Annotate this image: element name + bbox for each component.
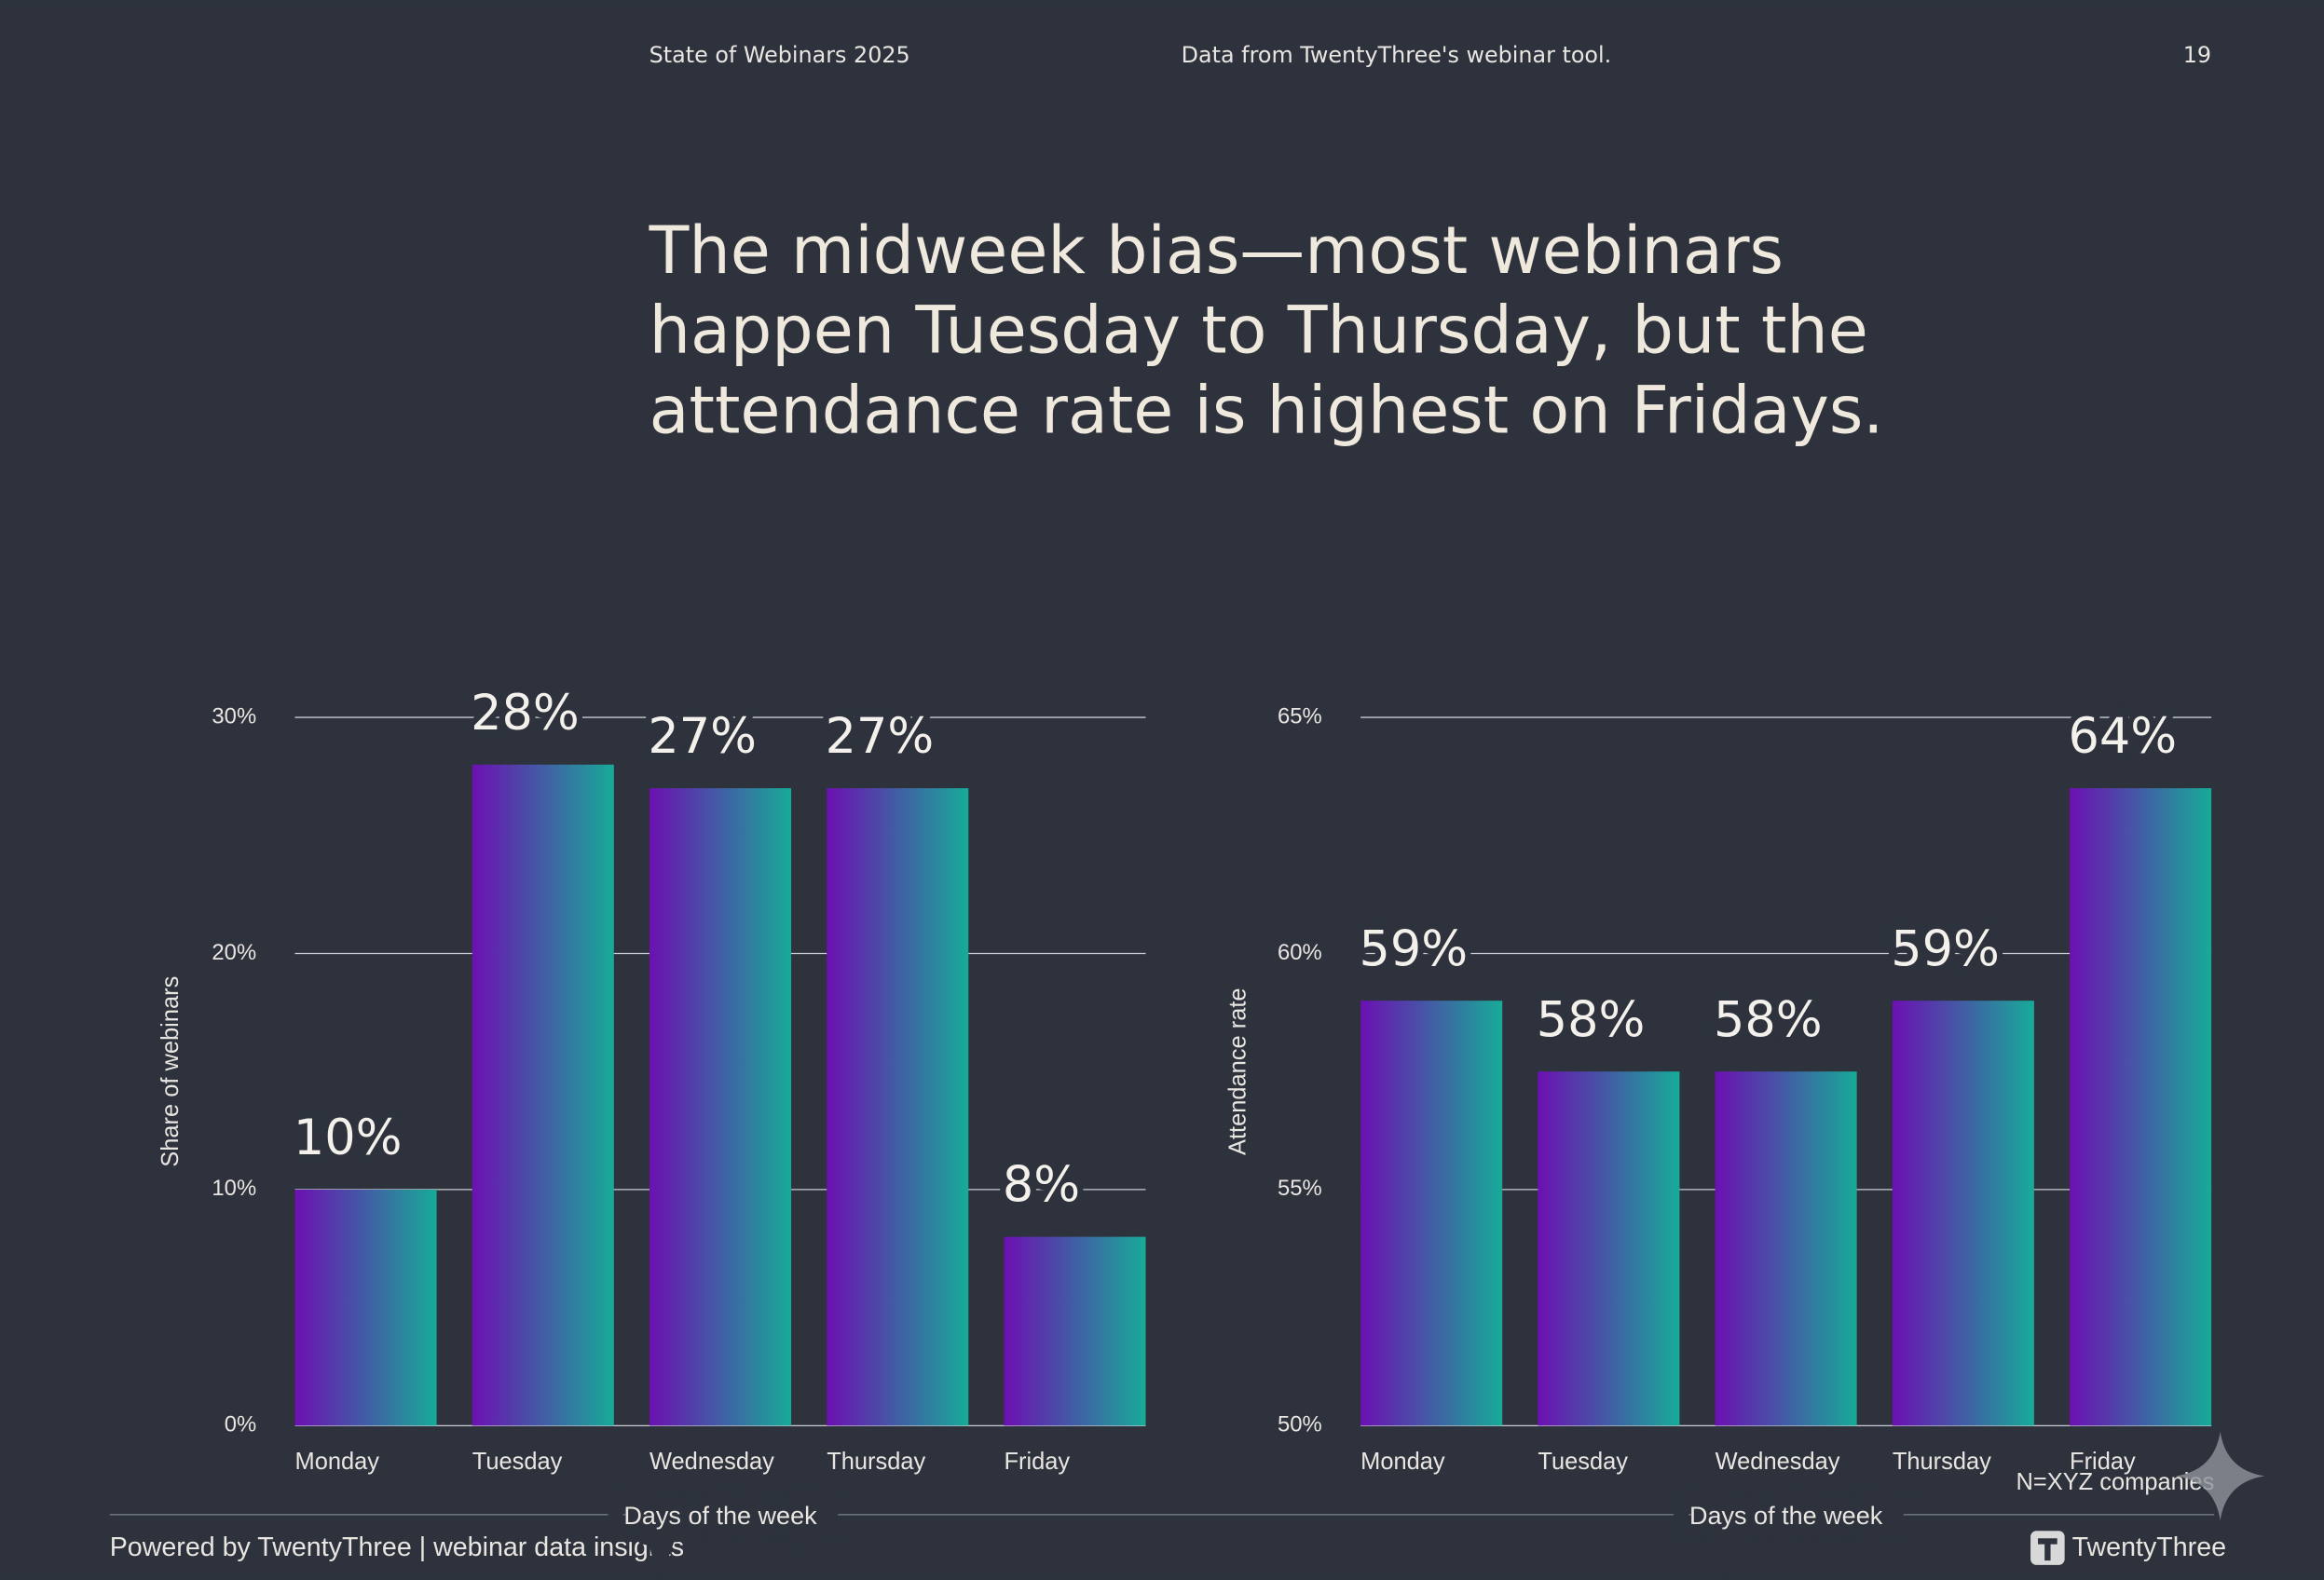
sample-note: N=XYZ companies [2016,1469,2215,1495]
value-label: 10% [294,1110,403,1166]
value-label: 59% [1360,920,1469,977]
x-tick-label: Wednesday [649,1449,774,1475]
x-tick-label: Thursday [827,1449,925,1475]
value-label: 27% [826,708,935,765]
value-label: 58% [1537,991,1646,1048]
value-label: 58% [1714,991,1823,1048]
title-line: happen Tuesday to Thursday, but the [649,293,1868,369]
footer-left: Powered by TwentyThree | webinar data in… [110,1532,684,1562]
value-label: 27% [648,708,757,765]
bar [649,788,792,1426]
y-axis-title: Share of webinars [157,976,184,1167]
title-line: attendance rate is highest on Fridays. [649,373,1884,449]
y-tick-label: 30% [212,703,256,729]
value-label: 8% [1003,1157,1080,1214]
bar [1538,1071,1680,1426]
y-tick-label: 60% [1278,940,1322,965]
x-tick-label: Monday [295,1449,380,1475]
x-tick-label: Monday [1360,1449,1445,1475]
sparkle [2175,1431,2265,1521]
bar [1892,1001,2034,1426]
header-left: State of Webinars 2025 [649,42,910,68]
x-tick-label: Thursday [1893,1449,1991,1475]
bar [294,1189,437,1426]
bar [472,764,614,1426]
bar [1360,1001,1503,1426]
page-number: 19 [2183,42,2211,68]
x-tick-label: Friday [2070,1449,2136,1475]
x-tick-label: Tuesday [472,1449,563,1475]
value-label: 64% [2068,708,2177,765]
bar [827,788,969,1426]
x-axis-title: Days of the week [1689,1502,1883,1530]
y-tick-label: 55% [1278,1176,1322,1201]
brand-icon-letter [2038,1538,2057,1561]
y-tick-label: 50% [1278,1412,1322,1437]
x-tick-label: Friday [1004,1449,1070,1475]
value-label: 59% [1891,920,2000,977]
bar [1004,1236,1146,1426]
x-tick-label: Wednesday [1716,1449,1840,1475]
bar [1715,1071,1857,1426]
title-line: The midweek bias—most webinars [649,212,1784,289]
value-label: 28% [471,685,580,742]
y-tick-label: 65% [1278,703,1322,729]
x-tick-label: Tuesday [1538,1449,1628,1475]
header-center: Data from TwentyThree's webinar tool. [1182,42,1612,68]
y-tick-label: 20% [212,940,256,965]
y-axis-title: Attendance rate [1224,988,1251,1155]
y-tick-label: 0% [225,1412,256,1437]
brand-name: TwentyThree [2072,1532,2226,1562]
bar [2070,788,2212,1426]
y-tick-label: 10% [212,1176,256,1201]
x-axis-title: Days of the week [623,1502,817,1530]
